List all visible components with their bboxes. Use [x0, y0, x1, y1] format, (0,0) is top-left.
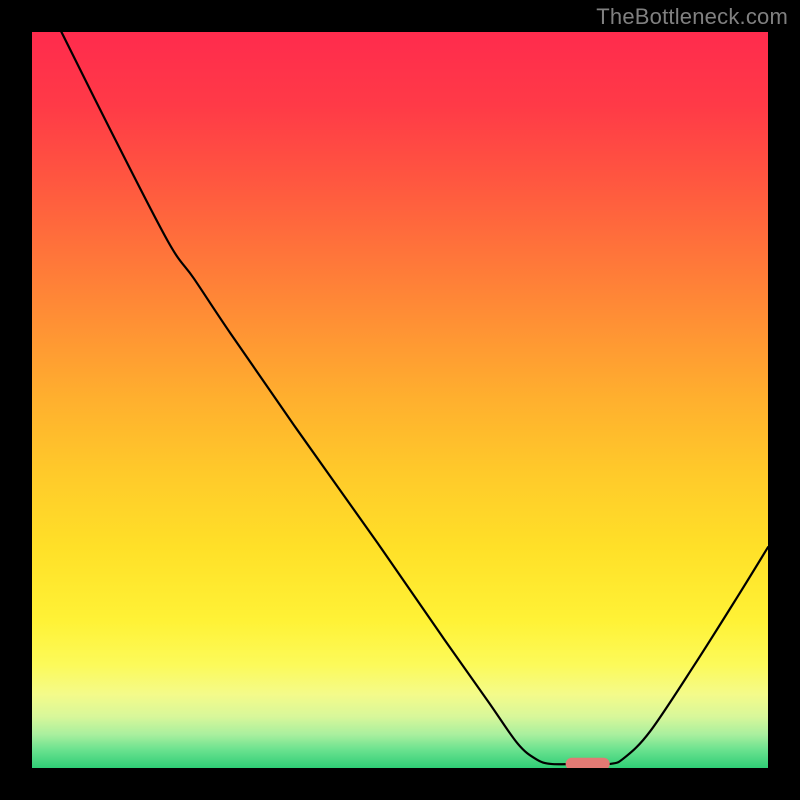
figure-outer: TheBottleneck.com [0, 0, 800, 800]
chart-svg [32, 32, 768, 768]
watermark-text: TheBottleneck.com [596, 4, 788, 30]
plot-area [32, 32, 768, 768]
gradient-background [32, 32, 768, 768]
optimal-marker [566, 758, 610, 768]
